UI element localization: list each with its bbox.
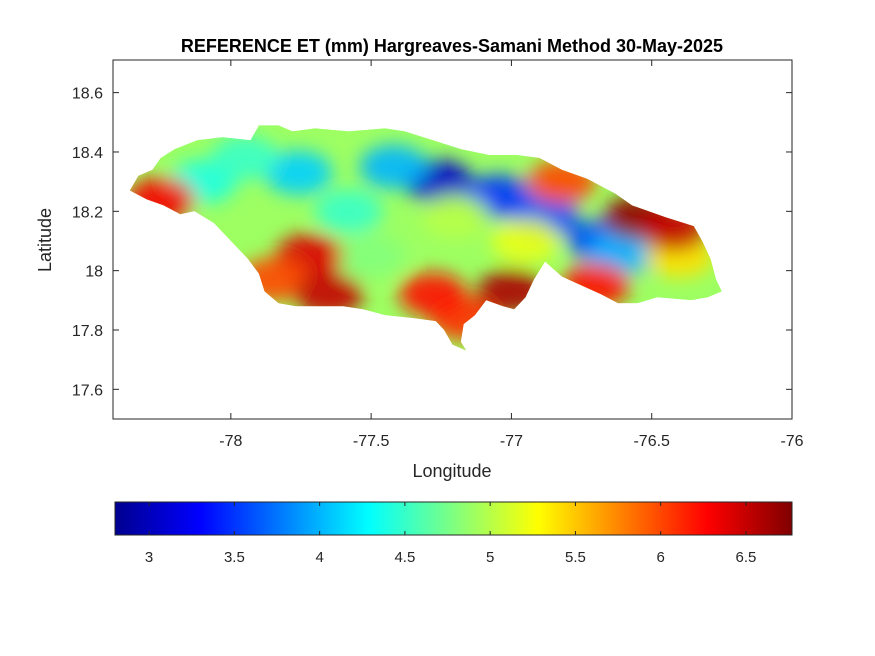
- et-hotspot: [314, 189, 383, 234]
- y-axis: 17.6 17.8 18 18.2 18.4 18.6: [72, 86, 792, 399]
- colorbar-tick-label: 4.5: [394, 549, 415, 566]
- plot-frame: [112, 59, 793, 420]
- x-tick-label: -78: [219, 433, 242, 450]
- x-tick-label: -77: [500, 433, 523, 450]
- et-hotspot: [210, 135, 279, 180]
- y-tick-label: 17.6: [72, 382, 103, 399]
- et-hotspot: [421, 195, 490, 240]
- y-tick-label: 18.4: [72, 145, 103, 162]
- et-heatmap: [129, 125, 722, 351]
- colorbar-tick-label: 3: [145, 549, 153, 566]
- colorbar-tick-label: 5.5: [565, 549, 586, 566]
- colorbar-ticks: 3 3.5 4 4.5 5 5.5 6 6.5: [145, 502, 756, 566]
- et-hotspot: [264, 150, 333, 195]
- et-hotspot: [589, 230, 658, 275]
- y-tick-label: 18.2: [72, 204, 103, 221]
- colorbar-tick-label: 6: [657, 549, 665, 566]
- x-axis: -78 -77.5 -77 -76.5 -76: [219, 60, 804, 450]
- x-tick-label: -77.5: [353, 433, 390, 450]
- et-hotspot: [398, 272, 467, 317]
- y-axis-label: Latitude: [35, 208, 55, 272]
- x-tick-label: -76: [780, 433, 803, 450]
- y-tick-label: 18.6: [72, 86, 103, 103]
- y-tick-label: 18: [85, 264, 103, 281]
- x-axis-label: Longitude: [412, 461, 491, 481]
- chart-title: REFERENCE ET (mm) Hargreaves-Samani Meth…: [181, 36, 723, 56]
- colorbar-tick-label: 3.5: [224, 549, 245, 566]
- et-hotspot: [337, 233, 406, 278]
- et-hotspot: [295, 272, 363, 317]
- et-hotspot: [359, 144, 428, 189]
- colorbar: [114, 501, 793, 536]
- x-tick-label: -76.5: [633, 433, 670, 450]
- y-tick-label: 17.8: [72, 323, 103, 340]
- colorbar-tick-label: 5: [486, 549, 494, 566]
- et-hotspot: [491, 219, 560, 263]
- colorbar-tick-label: 6.5: [736, 549, 757, 566]
- colorbar-tick-label: 4: [315, 549, 323, 566]
